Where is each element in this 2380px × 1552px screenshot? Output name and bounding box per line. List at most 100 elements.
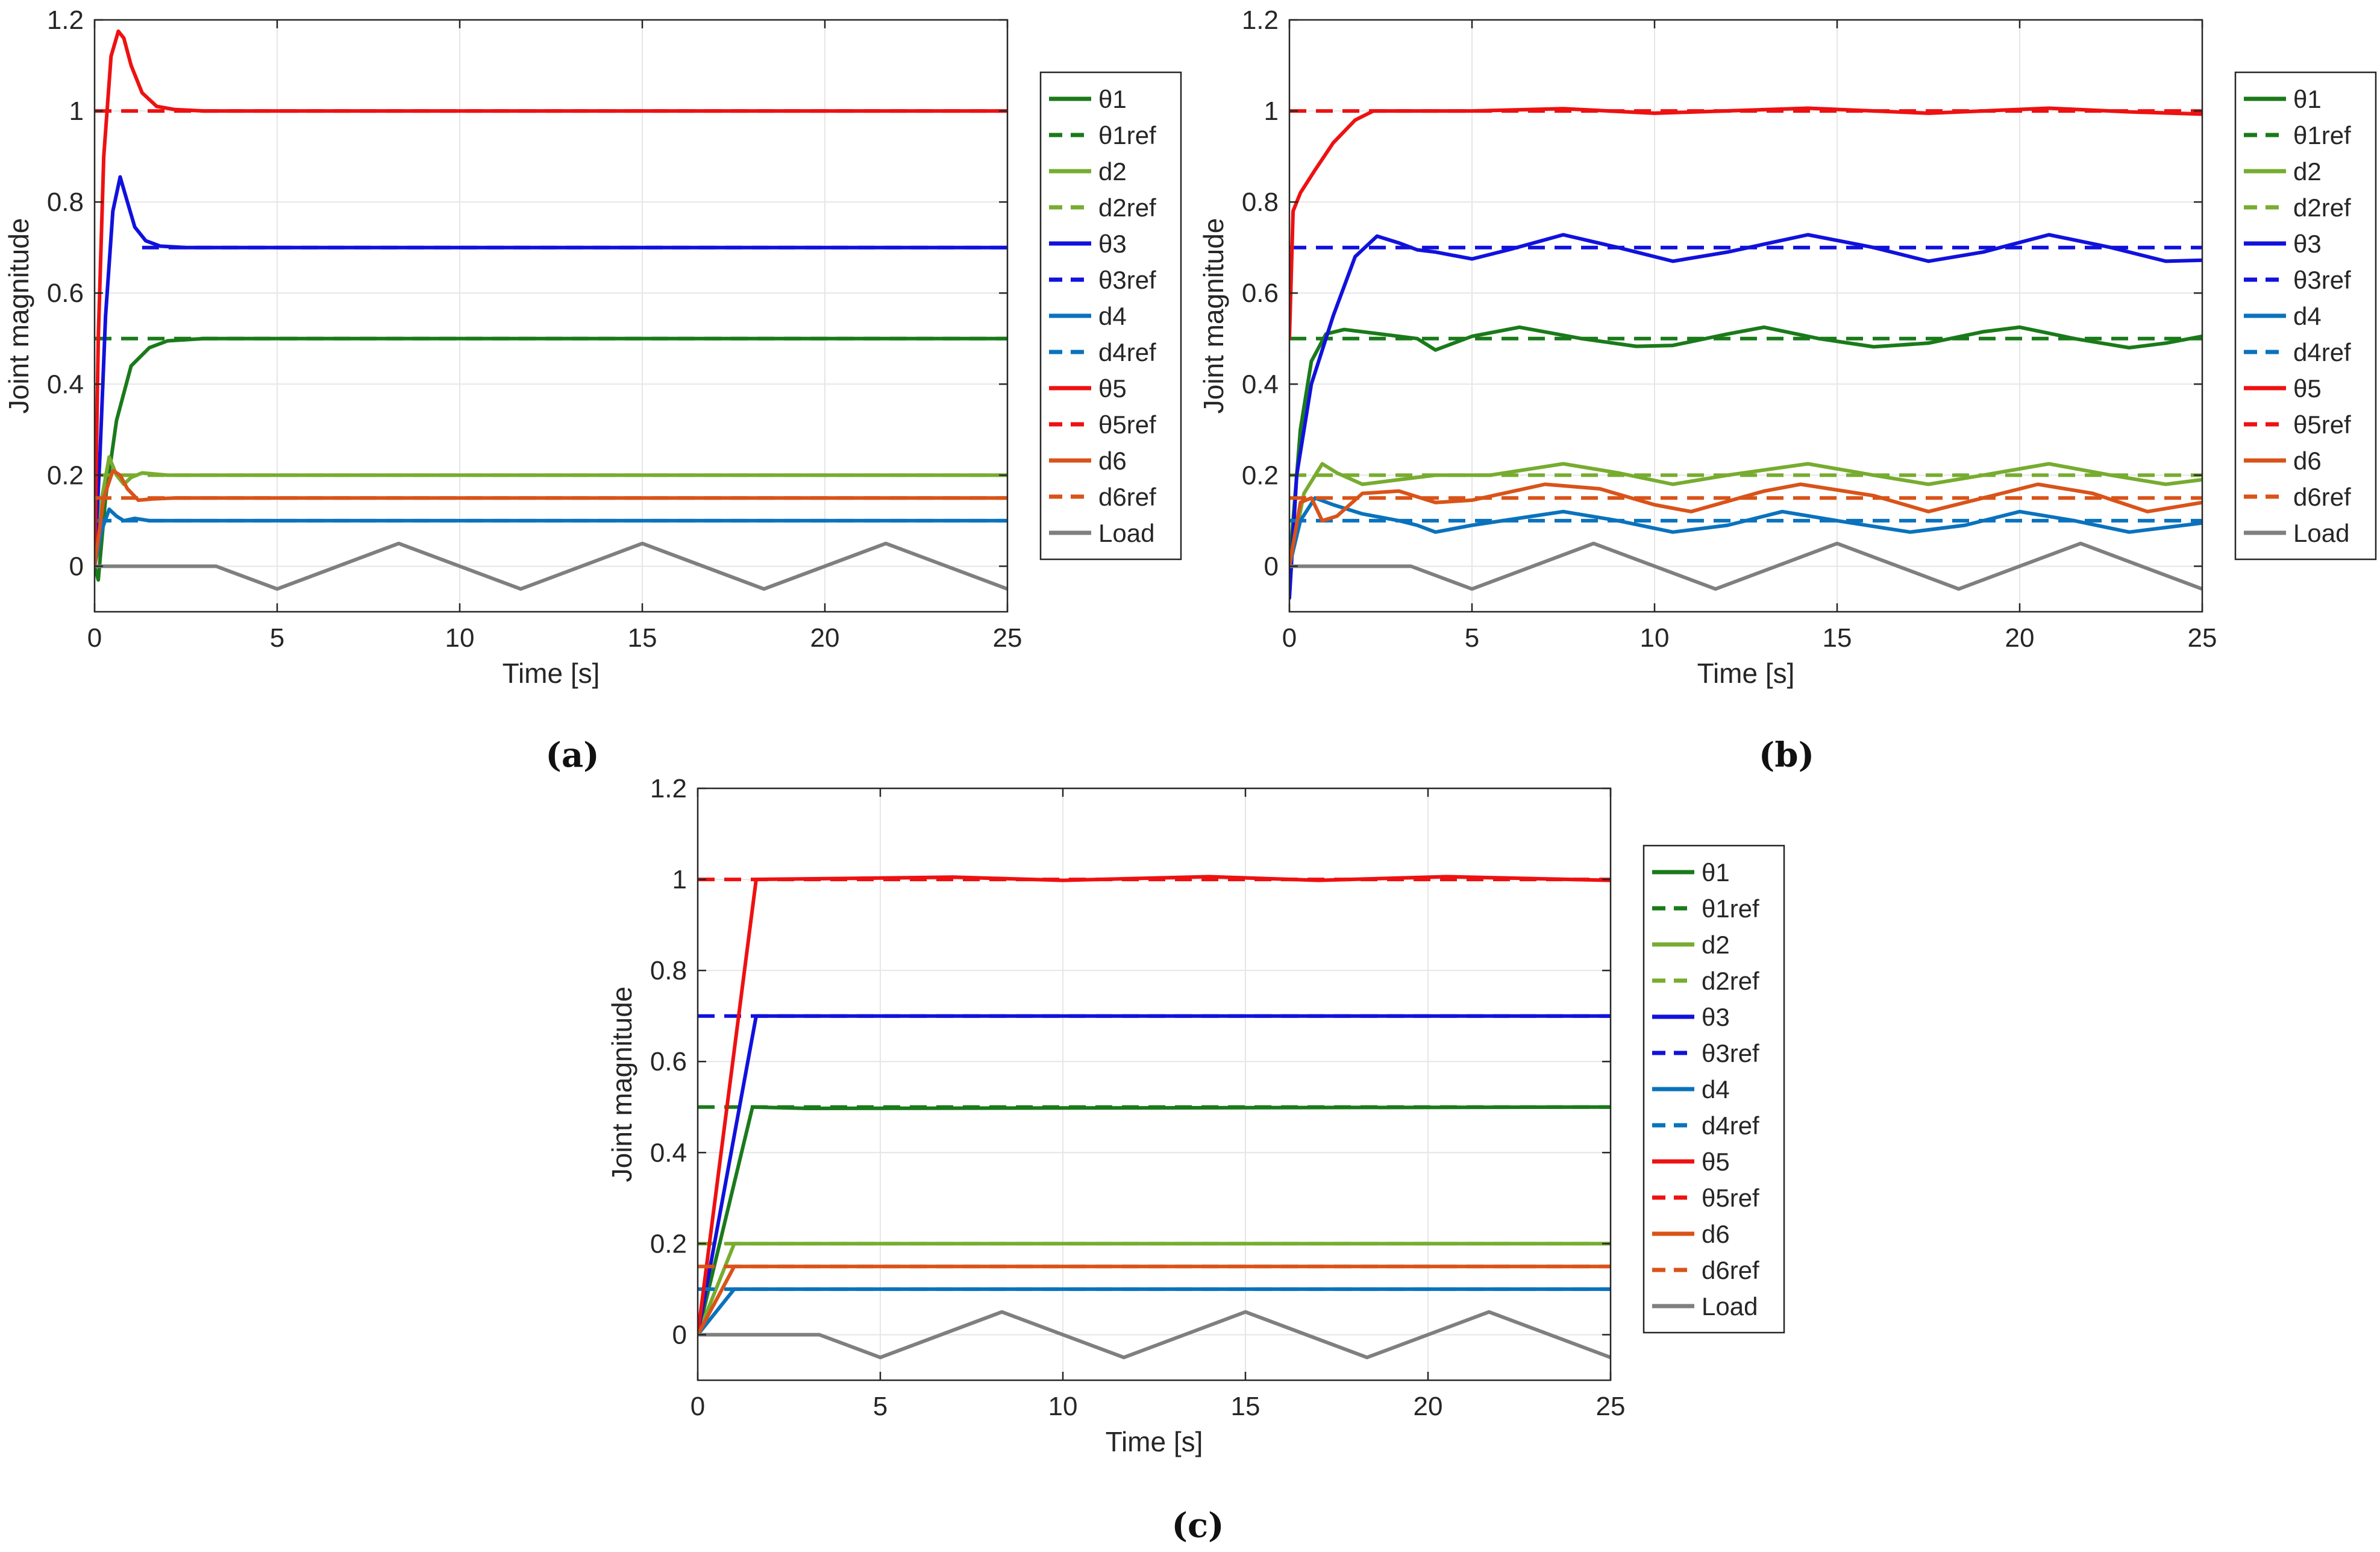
x-tick-label: 15 xyxy=(1231,1392,1260,1421)
legend-label-θ1ref: θ1ref xyxy=(1702,894,1759,923)
legend-label-d2ref: d2ref xyxy=(2293,193,2351,222)
y-tick-label: 0.8 xyxy=(1242,187,1279,217)
legend-label-d4: d4 xyxy=(1702,1075,1730,1104)
legend-label-θ5ref: θ5ref xyxy=(1098,410,1156,439)
panel-label: (a) xyxy=(545,735,599,775)
plot-area xyxy=(698,788,1611,1380)
x-tick-label: 20 xyxy=(810,623,840,653)
legend-label-d2ref: d2ref xyxy=(1702,967,1759,995)
y-tick-label: 1.2 xyxy=(650,774,687,803)
legend-label-d4: d4 xyxy=(1098,302,1127,330)
series-group xyxy=(95,29,1007,591)
legend-label-θ1: θ1 xyxy=(2293,85,2322,113)
legend-label-θ1: θ1 xyxy=(1702,858,1730,887)
y-tick-label: 1 xyxy=(672,865,687,894)
legend-label-d2: d2 xyxy=(1098,157,1127,186)
series-line-Load xyxy=(698,1310,1611,1360)
legend-label-θ5ref: θ5ref xyxy=(1702,1184,1759,1212)
legend-label-d4: d4 xyxy=(2293,302,2322,330)
legend-label-Load: Load xyxy=(1702,1292,1758,1321)
x-tick-label: 10 xyxy=(1048,1392,1078,1421)
y-tick-label: 1 xyxy=(1264,96,1279,126)
legend-label-θ5: θ5 xyxy=(2293,374,2322,403)
y-tick-label: 0.8 xyxy=(650,956,687,985)
axes-frame xyxy=(697,787,1612,1381)
legend-label-d4ref: d4ref xyxy=(1098,338,1156,366)
legend-label-d2: d2 xyxy=(2293,157,2322,186)
x-tick-label: 25 xyxy=(1596,1392,1626,1421)
x-axis-label: Time [s] xyxy=(503,658,600,689)
y-tick-label: 1.2 xyxy=(1242,5,1279,35)
x-tick-label: 10 xyxy=(1640,623,1670,653)
x-tick-label: 5 xyxy=(270,623,284,653)
legend-label-θ3: θ3 xyxy=(1702,1003,1730,1031)
legend-label-d6: d6 xyxy=(2293,447,2322,475)
y-tick-label: 0 xyxy=(1264,551,1279,581)
y-tick-label: 1.2 xyxy=(47,5,84,35)
y-tick-label: 0.4 xyxy=(1242,369,1279,399)
legend-label-θ3ref: θ3ref xyxy=(2293,266,2351,294)
y-tick-label: 0.6 xyxy=(650,1047,687,1076)
axes-frame xyxy=(1288,19,2203,613)
plot-area xyxy=(95,20,1007,612)
legend-label-θ1ref: θ1ref xyxy=(1098,121,1156,149)
legend-label-θ3ref: θ3ref xyxy=(1702,1039,1759,1067)
panel-label: (c) xyxy=(1171,1506,1224,1545)
y-tick-label: 0.2 xyxy=(650,1229,687,1258)
series-line-θ1 xyxy=(1289,325,2202,568)
y-tick-label: 0.8 xyxy=(47,187,84,217)
legend-label-d6ref: d6ref xyxy=(1098,483,1156,511)
x-tick-label: 15 xyxy=(1823,623,1852,653)
series-line-d6 xyxy=(95,468,1007,568)
legend: θ1 θ1ref d2 d2ref θ3 θ3ref d4 d4ref θ5 θ5ref d6 d6r… xyxy=(2234,71,2377,561)
series-line-d2 xyxy=(1289,462,2202,568)
x-tick-label: 25 xyxy=(993,623,1022,653)
y-axis-label: Joint magnitude xyxy=(3,218,34,414)
legend-label-d2: d2 xyxy=(1702,931,1730,959)
x-tick-label: 25 xyxy=(2188,623,2217,653)
chart-panel-3: 0 5 10 15 20 25 0 0.2 0.4 0.6 0.8 1 1.2 Time [s] Joint… xyxy=(606,774,1785,1545)
legend-label-θ5: θ5 xyxy=(1098,374,1127,403)
y-axis-label: Joint magnitude xyxy=(1198,218,1229,414)
legend-label-d6ref: d6ref xyxy=(1702,1256,1759,1284)
y-tick-label: 0.6 xyxy=(1242,278,1279,308)
x-tick-label: 0 xyxy=(1282,623,1297,653)
x-tick-label: 10 xyxy=(445,623,475,653)
x-axis-label: Time [s] xyxy=(1106,1426,1203,1457)
x-tick-label: 0 xyxy=(691,1392,705,1421)
panel-label: (b) xyxy=(1759,735,1814,775)
series-line-θ3 xyxy=(1289,233,2202,600)
legend: θ1 θ1ref d2 d2ref θ3 θ3ref d4 d4ref θ5 θ5ref d6 d6r… xyxy=(1643,844,1785,1334)
legend-label-θ1ref: θ1ref xyxy=(2293,121,2351,149)
series-line-Load xyxy=(95,541,1007,591)
legend-label-θ3: θ3 xyxy=(1098,230,1127,258)
legend-label-θ3: θ3 xyxy=(2293,230,2322,258)
series-line-Load xyxy=(1289,541,2202,591)
x-tick-label: 20 xyxy=(2005,623,2035,653)
legend-label-d6: d6 xyxy=(1702,1220,1730,1248)
x-tick-label: 5 xyxy=(873,1392,888,1421)
x-tick-label: 5 xyxy=(1465,623,1479,653)
x-tick-label: 20 xyxy=(1414,1392,1443,1421)
legend-label-d4ref: d4ref xyxy=(2293,338,2351,366)
legend-label-θ1: θ1 xyxy=(1098,85,1127,113)
y-tick-label: 1 xyxy=(69,96,84,126)
y-tick-label: 0 xyxy=(672,1320,687,1349)
y-tick-label: 0 xyxy=(69,551,84,581)
legend: θ1 θ1ref d2 d2ref θ3 θ3ref d4 d4ref θ5 θ5ref d6 d6r… xyxy=(1039,71,1182,561)
series-line-d4 xyxy=(95,507,1007,568)
y-tick-label: 0.4 xyxy=(47,369,84,399)
plot-area xyxy=(1289,20,2202,612)
y-axis-label: Joint magnitude xyxy=(606,987,637,1183)
legend-label-Load: Load xyxy=(1098,519,1154,547)
x-tick-label: 15 xyxy=(628,623,657,653)
legend-label-Load: Load xyxy=(2293,519,2349,547)
chart-panel-2: 0 5 10 15 20 25 0 0.2 0.4 0.6 0.8 1 1.2 Time [s] Joint… xyxy=(1198,5,2377,775)
legend-label-θ5: θ5 xyxy=(1702,1148,1730,1176)
legend-label-θ3ref: θ3ref xyxy=(1098,266,1156,294)
x-axis-label: Time [s] xyxy=(1697,658,1795,689)
chart-panel-1: 0 5 10 15 20 25 0 0.2 0.4 0.6 0.8 1 1.2 Time [s] Joint… xyxy=(3,5,1182,775)
y-tick-label: 0.2 xyxy=(47,460,84,490)
y-tick-label: 0.6 xyxy=(47,278,84,308)
